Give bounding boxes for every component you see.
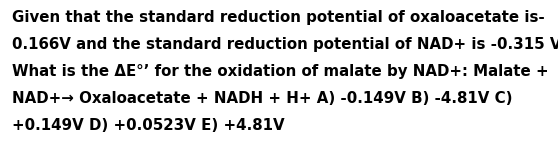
Text: Given that the standard reduction potential of oxaloacetate is-: Given that the standard reduction potent… — [12, 10, 545, 25]
Text: +0.149V D) +0.0523V E) +4.81V: +0.149V D) +0.0523V E) +4.81V — [12, 118, 285, 133]
Text: NAD+→ Oxaloacetate + NADH + H+ A) -0.149V B) -4.81V C): NAD+→ Oxaloacetate + NADH + H+ A) -0.149… — [12, 91, 513, 106]
Text: 0.166V and the standard reduction potential of NAD+ is -0.315 V.: 0.166V and the standard reduction potent… — [12, 37, 558, 52]
Text: What is the ΔE°’ for the oxidation of malate by NAD+: Malate +: What is the ΔE°’ for the oxidation of ma… — [12, 64, 549, 79]
